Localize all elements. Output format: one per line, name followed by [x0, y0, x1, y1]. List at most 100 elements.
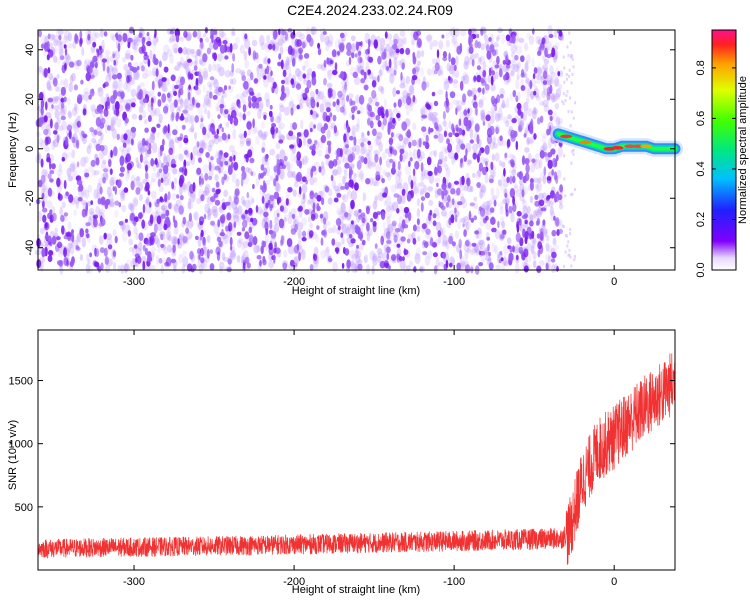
noise-blob — [489, 125, 495, 136]
noise-blob — [211, 64, 217, 71]
noise-blob — [291, 134, 296, 140]
noise-blob — [393, 69, 397, 76]
noise-blob — [212, 52, 215, 59]
noise-blob — [126, 75, 130, 84]
noise-blob — [469, 248, 476, 256]
noise-blob — [111, 175, 117, 185]
noise-blob — [453, 64, 457, 72]
noise-blob — [448, 235, 453, 245]
noise-blob — [297, 94, 302, 103]
noise-blob — [237, 103, 241, 109]
noise-blob — [120, 264, 125, 275]
noise-blob — [448, 77, 454, 84]
noise-blob — [132, 197, 139, 208]
noise-blob — [124, 218, 128, 223]
noise-blob — [97, 209, 103, 216]
noise-blob — [504, 192, 508, 199]
noise-blob — [132, 220, 137, 225]
noise-blob — [148, 201, 152, 208]
noise-blob — [245, 167, 250, 173]
noise-blob — [66, 124, 73, 132]
noise-blob — [399, 259, 406, 270]
noise-blob — [442, 235, 448, 246]
noise-blob — [188, 198, 192, 210]
noise-blob — [196, 71, 201, 77]
noise-blob — [69, 61, 75, 68]
noise-blob — [51, 96, 56, 105]
noise-blob — [508, 205, 513, 214]
noise-blob — [457, 219, 462, 230]
noise-blob — [551, 47, 556, 58]
noise-blob — [46, 79, 51, 90]
noise-blob — [351, 52, 355, 59]
noise-blob — [311, 76, 317, 86]
noise-blob — [363, 254, 369, 263]
noise-blob — [434, 187, 438, 194]
noise-blob — [157, 99, 162, 107]
noise-blob — [479, 55, 485, 66]
noise-blob — [263, 80, 269, 88]
noise-blob — [349, 169, 354, 176]
noise-blob — [336, 98, 340, 106]
noise-blob — [377, 106, 383, 117]
noise-blob — [374, 194, 379, 201]
noise-blob — [411, 75, 418, 81]
noise-blob — [457, 138, 463, 145]
noise-blob — [350, 223, 356, 235]
noise-blob — [538, 158, 543, 169]
noise-blob — [189, 250, 194, 260]
noise-blob — [498, 160, 502, 167]
noise-blob — [392, 161, 396, 171]
noise-blob — [456, 262, 462, 271]
noise-blob — [395, 48, 400, 54]
noise-blob — [301, 41, 306, 49]
noise-blob — [530, 249, 534, 255]
noise-blob — [301, 217, 307, 226]
noise-blob — [473, 196, 478, 202]
noise-blob — [435, 221, 442, 233]
noise-blob — [163, 223, 168, 231]
noise-blob — [534, 194, 539, 200]
noise-blob — [193, 132, 198, 140]
noise-blob — [121, 56, 127, 63]
noise-blob — [485, 114, 491, 122]
noise-blob — [167, 191, 171, 201]
noise-blob — [172, 168, 178, 175]
noise-blob — [494, 104, 498, 112]
noise-blob — [446, 62, 451, 72]
noise-blob — [263, 211, 269, 218]
x-tick-label: -200 — [283, 576, 305, 588]
noise-blob — [58, 163, 63, 173]
noise-blob — [346, 236, 352, 244]
noise-blob — [478, 100, 485, 108]
noise-speck — [563, 265, 565, 268]
noise-blob — [378, 85, 384, 92]
noise-blob — [291, 213, 296, 220]
noise-blob — [214, 165, 220, 171]
noise-blob — [43, 67, 48, 78]
noise-blob — [200, 229, 204, 238]
noise-blob — [81, 237, 87, 248]
noise-blob — [464, 55, 470, 66]
noise-blob — [306, 68, 313, 76]
noise-blob — [173, 203, 179, 212]
noise-blob — [130, 126, 137, 133]
noise-blob — [210, 163, 216, 172]
noise-blob — [514, 54, 519, 61]
colorbar-tick-label: 0.4 — [695, 161, 707, 176]
noise-blob — [218, 240, 223, 248]
noise-blob — [432, 252, 438, 258]
noise-blob — [268, 260, 274, 269]
noise-blob — [112, 261, 117, 271]
noise-blob — [367, 46, 371, 55]
noise-blob — [247, 128, 251, 136]
noise-blob — [244, 59, 250, 69]
noise-blob — [212, 94, 218, 100]
noise-blob — [526, 137, 533, 144]
noise-blob — [172, 129, 178, 136]
noise-blob — [248, 226, 253, 234]
noise-blob — [202, 99, 208, 110]
noise-blob — [427, 186, 434, 192]
noise-blob — [124, 172, 130, 182]
noise-blob — [243, 50, 248, 61]
